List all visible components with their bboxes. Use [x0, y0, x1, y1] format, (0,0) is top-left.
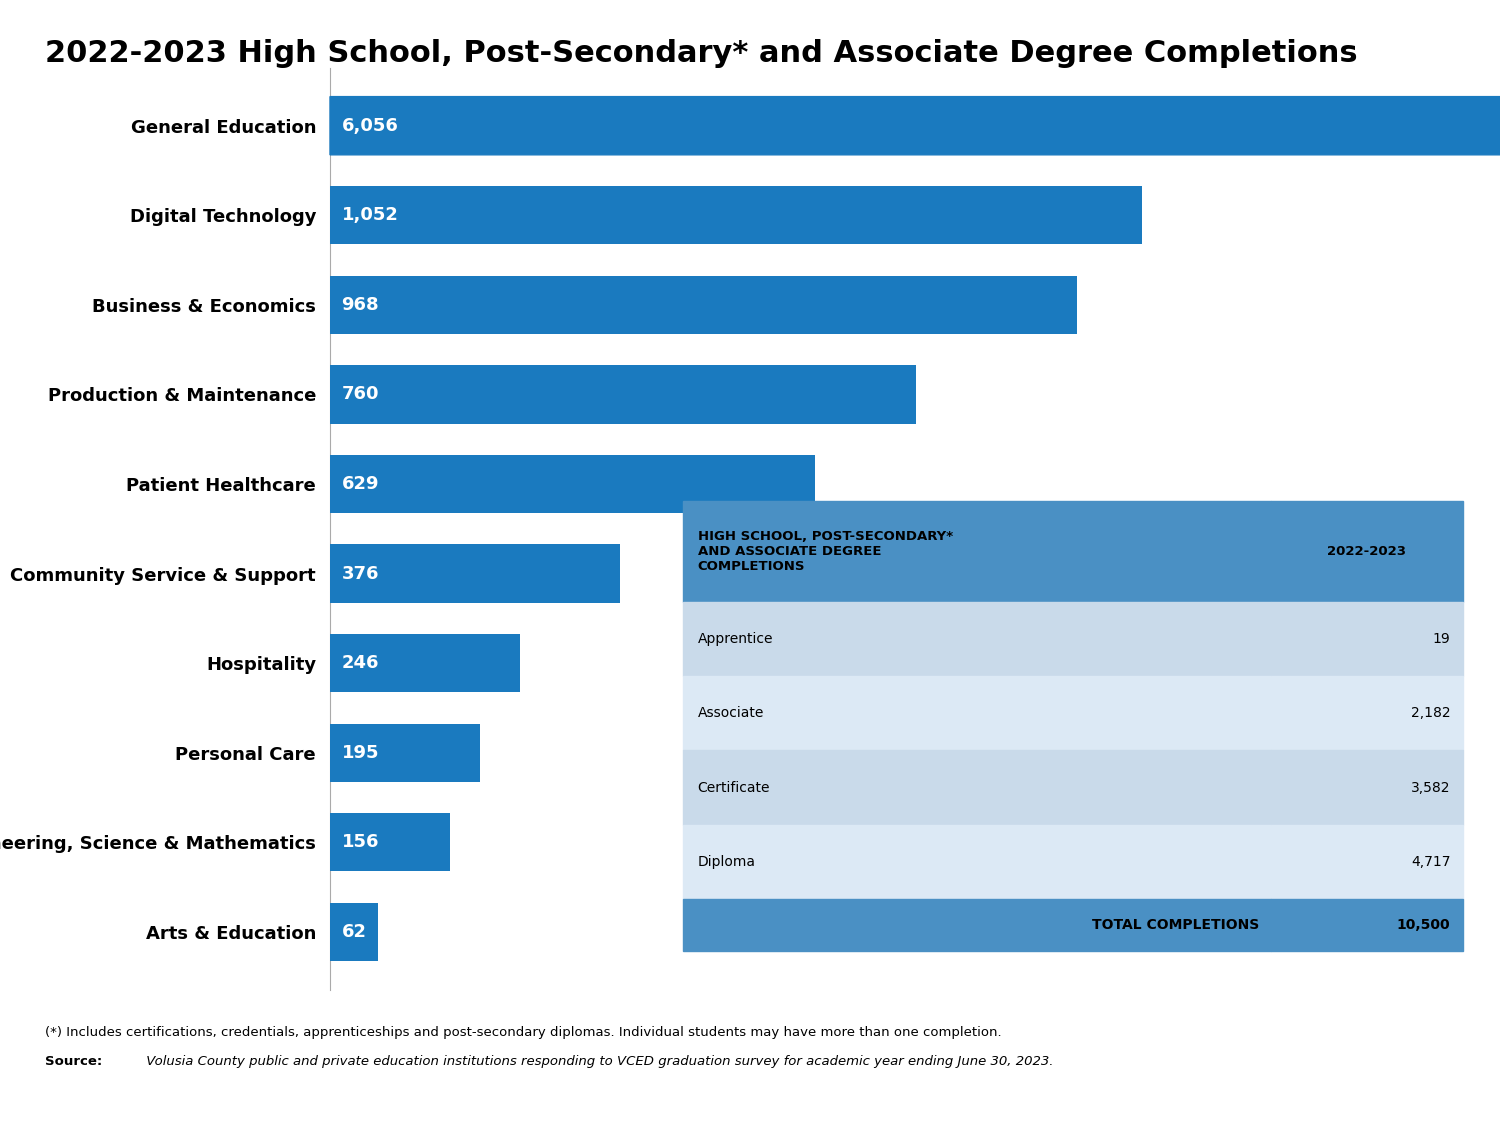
Bar — [330, 902, 378, 961]
Bar — [330, 455, 815, 513]
Text: Associate: Associate — [698, 706, 764, 720]
Text: 246: 246 — [342, 654, 380, 672]
Text: TOTAL COMPLETIONS: TOTAL COMPLETIONS — [1092, 918, 1260, 931]
Text: 156: 156 — [342, 834, 380, 852]
Text: 760: 760 — [342, 386, 380, 404]
Text: (*) Includes certifications, credentials, apprenticeships and post-secondary dip: (*) Includes certifications, credentials… — [45, 1026, 1002, 1040]
Bar — [330, 186, 1142, 244]
Text: 1,052: 1,052 — [342, 206, 399, 224]
Bar — [330, 276, 1077, 334]
Bar — [330, 813, 450, 872]
Text: 2022-2023 High School, Post-Secondary* and Associate Degree Completions: 2022-2023 High School, Post-Secondary* a… — [45, 39, 1358, 69]
Text: 6,056: 6,056 — [342, 117, 399, 135]
Text: 62: 62 — [342, 922, 366, 940]
Text: 4,717: 4,717 — [1412, 855, 1450, 868]
FancyArrow shape — [330, 83, 1500, 168]
Bar — [330, 634, 520, 692]
Bar — [330, 544, 620, 603]
Text: 376: 376 — [342, 565, 380, 583]
Text: 629: 629 — [342, 475, 380, 493]
Text: Certificate: Certificate — [698, 781, 770, 794]
Text: Apprentice: Apprentice — [698, 632, 772, 646]
Text: 19: 19 — [1432, 632, 1450, 646]
Text: 3,582: 3,582 — [1412, 781, 1450, 794]
Text: Volusia County public and private education institutions responding to VCED grad: Volusia County public and private educat… — [142, 1055, 1054, 1069]
Text: 2022-2023: 2022-2023 — [1328, 544, 1407, 558]
Text: Diploma: Diploma — [698, 855, 756, 868]
Text: 968: 968 — [342, 296, 380, 314]
Text: Source:: Source: — [45, 1055, 106, 1069]
Text: 2,182: 2,182 — [1412, 706, 1450, 720]
Text: 10,500: 10,500 — [1396, 918, 1450, 931]
Bar — [330, 366, 916, 423]
Text: HIGH SCHOOL, POST-SECONDARY*
AND ASSOCIATE DEGREE
COMPLETIONS: HIGH SCHOOL, POST-SECONDARY* AND ASSOCIA… — [698, 530, 952, 573]
Text: 195: 195 — [342, 744, 380, 762]
Bar — [330, 723, 480, 782]
